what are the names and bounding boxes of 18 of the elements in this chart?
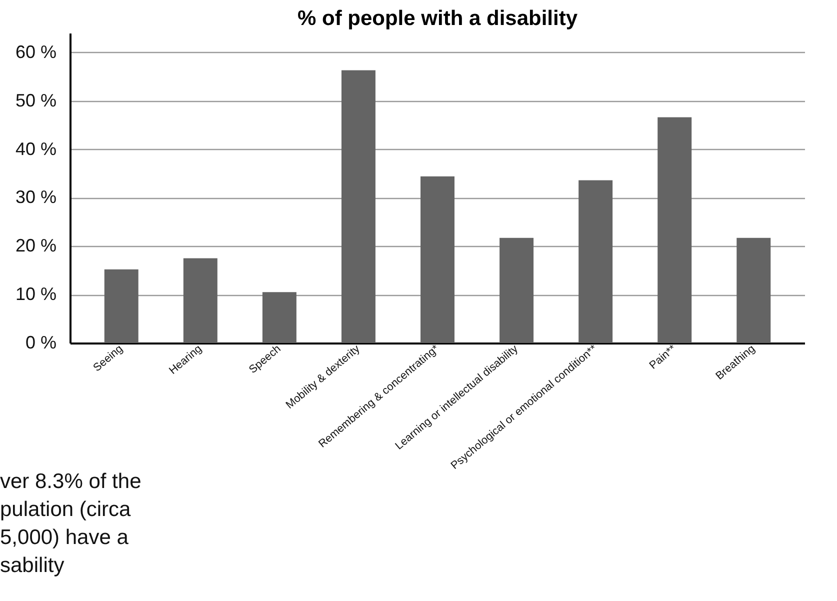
y-tick-label: 50 %	[15, 90, 56, 110]
bar	[578, 180, 613, 343]
y-tick-label: 60 %	[15, 42, 56, 62]
bar	[500, 238, 534, 343]
bar	[420, 176, 454, 343]
text: ver 8.3% of the pulation (circa 5,000) have a sability	[0, 469, 142, 579]
y-tick-label: 20 %	[15, 236, 56, 256]
y-tick-label: 40 %	[15, 138, 56, 159]
bar	[104, 269, 138, 343]
y-tick-label: 10 %	[15, 284, 56, 304]
bar	[736, 238, 771, 343]
y-tick-label: 0 %	[25, 332, 56, 352]
bar	[183, 258, 218, 343]
bar	[341, 70, 376, 343]
bar	[262, 292, 296, 343]
bar	[658, 117, 692, 343]
y-tick-label: 30 %	[15, 187, 56, 208]
chart-title: % of people with a disability	[297, 7, 578, 30]
